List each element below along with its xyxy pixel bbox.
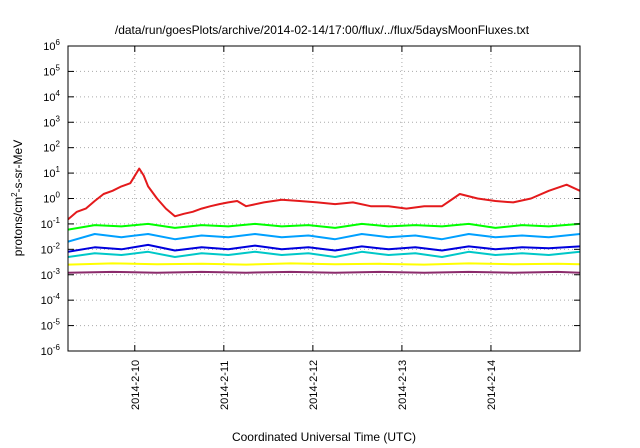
y-tick-label: 105 — [43, 63, 60, 78]
y-axis-ticks: 10-6 10-5 10-4 10-3 10-2 10-1 100 101 102 103 104 1… — [41, 38, 580, 358]
series-line-2 — [68, 222, 580, 231]
x-axis-ticks: 2014-2-10 2014-2-11 2014-2-12 2014-2-13 2014… — [130, 46, 498, 410]
y-tick-label: 10-3 — [41, 267, 61, 282]
y-tick-label: 106 — [43, 38, 60, 53]
x-tick-label: 2014-2-11 — [219, 361, 231, 410]
y-tick-label: 103 — [43, 114, 60, 129]
y-tick-label: 10-1 — [41, 216, 61, 231]
x-tick-label: 2014-2-13 — [397, 360, 409, 410]
series-line-4 — [68, 243, 580, 253]
series-line-7 — [68, 270, 580, 274]
y-tick-label: 10-5 — [41, 318, 61, 333]
series-line-1 — [68, 167, 580, 221]
y-tick-label: 10-2 — [41, 241, 61, 256]
series-layer — [68, 167, 580, 274]
y-tick-label: 100 — [43, 191, 60, 206]
x-axis-label: Coordinated Universal Time (UTC) — [232, 430, 416, 444]
y-tick-label: 10-6 — [41, 343, 61, 358]
series-line-6 — [68, 262, 580, 266]
x-tick-label: 2014-2-10 — [130, 360, 142, 410]
y-tick-label: 10-4 — [41, 292, 61, 307]
y-tick-label: 101 — [43, 165, 60, 180]
x-tick-label: 2014-2-12 — [308, 360, 320, 410]
chart-title: /data/run/goesPlots/archive/2014-02-14/1… — [115, 23, 530, 37]
y-axis-label: protons/cm2-s-sr-MeV — [10, 140, 25, 256]
y-tick-label: 104 — [43, 89, 60, 104]
grid-lines — [68, 46, 580, 351]
y-tick-label: 102 — [43, 140, 60, 155]
x-tick-label: 2014-2-14 — [486, 360, 498, 410]
series-line-3 — [68, 233, 580, 243]
series-line-5 — [68, 250, 580, 258]
